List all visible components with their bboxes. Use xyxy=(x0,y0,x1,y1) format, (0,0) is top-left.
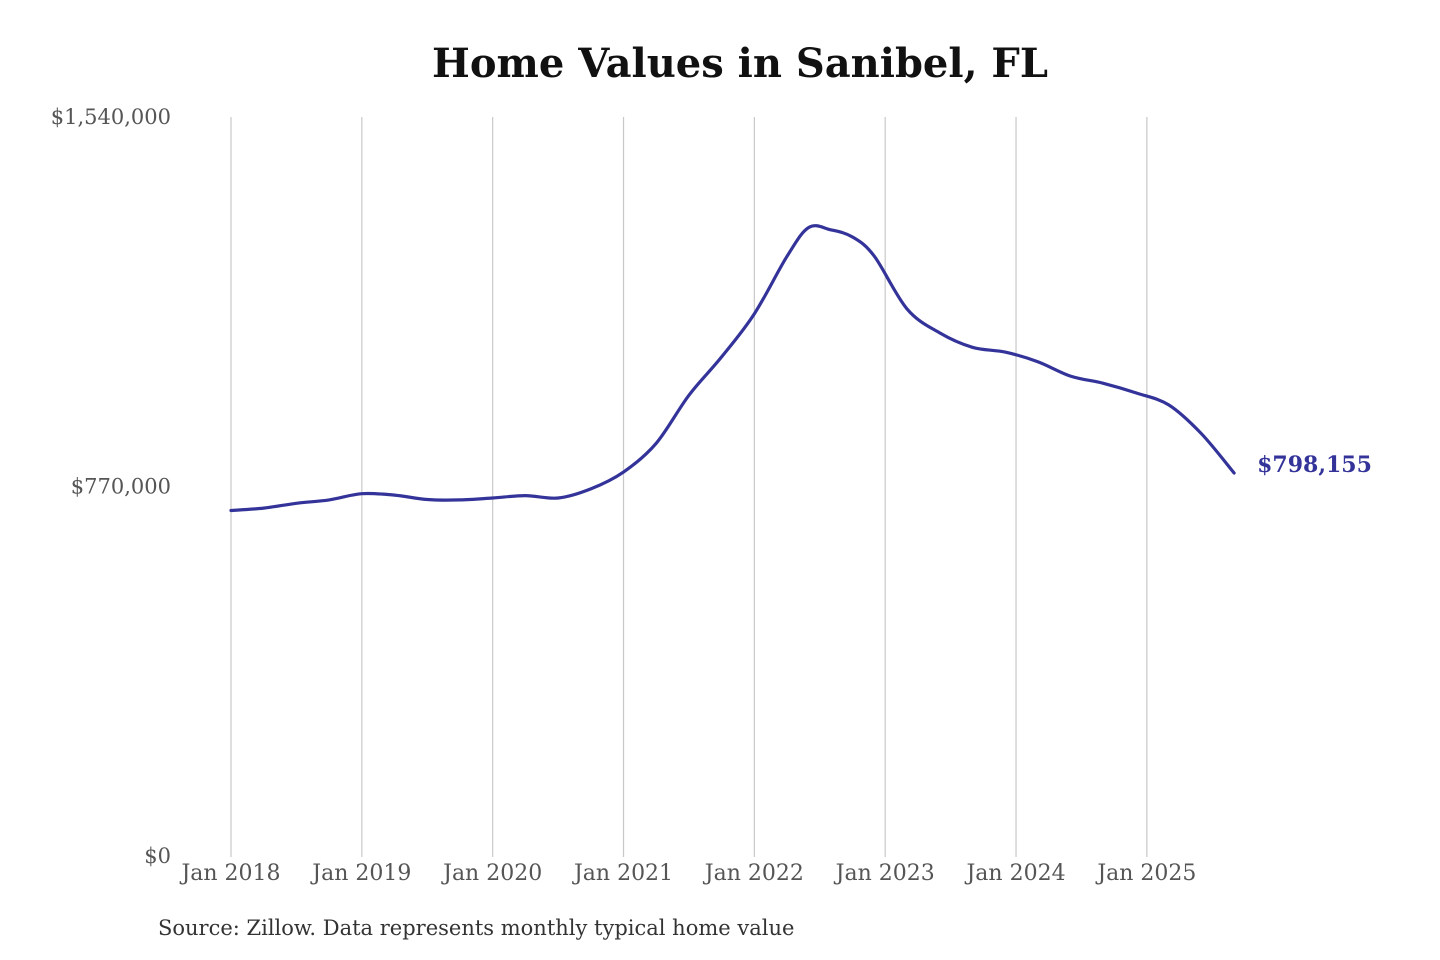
y-axis-labels: $0 $770,000 $1,540,000 xyxy=(51,105,171,868)
series-line xyxy=(229,224,1236,513)
y-tick-label: $770,000 xyxy=(71,475,171,499)
end-value-label: $798,155 xyxy=(1257,452,1372,478)
x-tick-label: Jan 2021 xyxy=(572,861,673,886)
gridlines xyxy=(230,117,1148,857)
y-tick-label: $0 xyxy=(144,844,171,868)
x-tick-label: Jan 2025 xyxy=(1095,861,1196,886)
x-tick-label: Jan 2018 xyxy=(179,861,280,886)
x-tick-label: Jan 2022 xyxy=(703,861,804,886)
series-layer: $798,155 xyxy=(229,224,1372,513)
y-tick-label: $1,540,000 xyxy=(51,105,171,129)
x-tick-label: Jan 2024 xyxy=(964,861,1065,886)
x-tick-label: Jan 2019 xyxy=(310,861,411,886)
x-axis-labels: Jan 2018 Jan 2019 Jan 2020 Jan 2021 Jan 2022… xyxy=(179,861,1196,886)
chart-title: Home Values in Sanibel, FL xyxy=(432,40,1048,87)
x-tick-label: Jan 2020 xyxy=(441,861,542,886)
x-tick-label: Jan 2023 xyxy=(834,861,935,886)
source-note: Source: Zillow. Data represents monthly … xyxy=(158,916,795,940)
